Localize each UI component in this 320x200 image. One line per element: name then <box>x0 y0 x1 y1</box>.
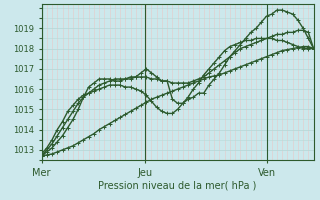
X-axis label: Pression niveau de la mer( hPa ): Pression niveau de la mer( hPa ) <box>99 180 257 190</box>
